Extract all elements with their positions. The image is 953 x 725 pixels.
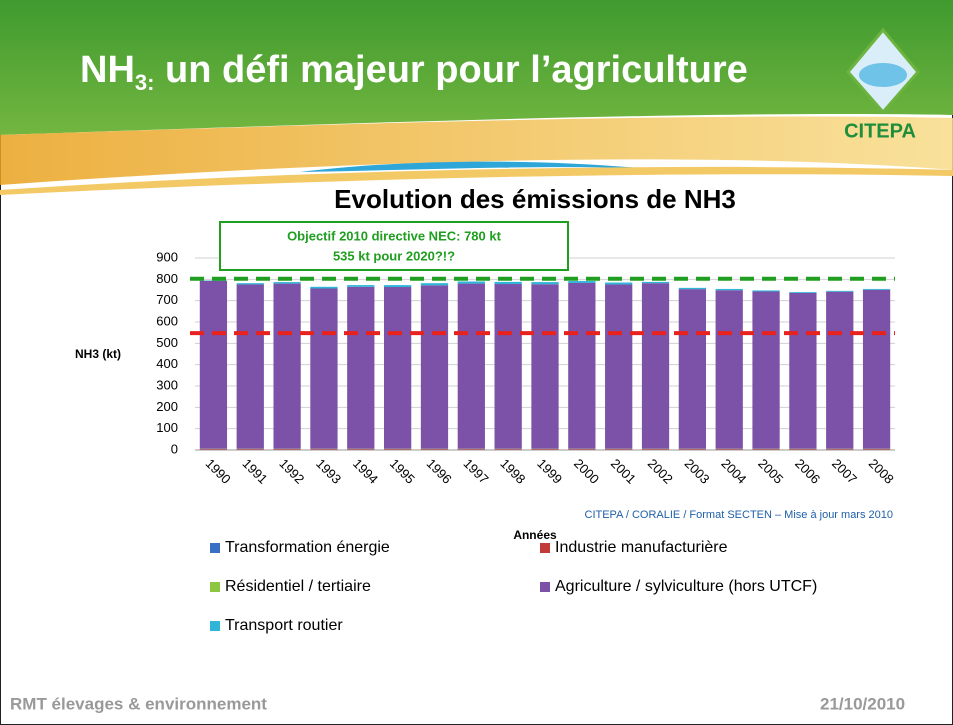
bar-segment [236, 283, 264, 285]
bar-segment [347, 448, 375, 450]
bar-segment [826, 291, 854, 449]
bar-segment [494, 281, 522, 285]
annotation-text: 535 kt pour 2020?!? [333, 248, 455, 263]
legend-swatch [540, 543, 550, 553]
bar-segment [752, 448, 780, 450]
bar-segment [273, 282, 301, 284]
y-tick-label: 200 [156, 399, 178, 414]
bar-segment [310, 288, 338, 449]
bar-segment [641, 283, 670, 449]
header-band [0, 0, 953, 135]
bar-segment [420, 448, 449, 450]
bar-segment [678, 448, 706, 450]
bar-segment [531, 284, 559, 449]
y-axis-label: NH3 (kt) [75, 347, 121, 361]
source-note: CITEPA / CORALIE / Format SECTEN – Mise … [585, 509, 894, 521]
bar-segment [826, 290, 854, 292]
title-part: NH [80, 49, 135, 91]
bar-segment [384, 287, 412, 449]
bar-segment [531, 282, 559, 285]
chart-title: Evolution des émissions de NH3 [334, 184, 736, 214]
y-tick-label: 900 [156, 249, 178, 264]
bar-segment [310, 286, 338, 289]
bar-segment [494, 448, 522, 450]
bar-segment [310, 448, 338, 450]
y-tick-label: 500 [156, 335, 178, 350]
y-tick-label: 100 [156, 420, 178, 435]
bar-segment [789, 292, 817, 293]
footer-left: RMT élevages & environnement [10, 694, 267, 713]
bar-segment [568, 282, 596, 449]
bar-segment [236, 284, 264, 449]
bar-segment [789, 448, 817, 450]
bar-segment [605, 282, 633, 285]
legend-label: Agriculture / sylviculture (hors UTCF) [555, 578, 817, 595]
bar-segment [531, 448, 559, 450]
bar-segment [826, 448, 854, 450]
bar-segment [715, 290, 743, 449]
bar-segment [568, 281, 596, 283]
bar-segment [457, 283, 485, 449]
bar-segment [457, 448, 485, 450]
legend-label: Transport routier [225, 617, 343, 634]
bar-segment [641, 448, 670, 450]
legend-label: Industrie manufacturière [555, 539, 728, 556]
footer-date: 21/10/2010 [820, 694, 905, 713]
bar-segment [273, 448, 301, 450]
y-tick-label: 800 [156, 271, 178, 286]
bar-segment [420, 285, 449, 449]
x-axis-label: Années [513, 528, 557, 542]
bar-segment [347, 285, 375, 287]
bar-segment [457, 281, 485, 284]
legend-label: Transformation énergie [225, 539, 390, 556]
bar-segment [862, 288, 891, 290]
legend-swatch [540, 582, 550, 592]
bar-segment [420, 283, 449, 286]
legend-swatch [210, 621, 220, 631]
logo-globe [859, 63, 907, 87]
swoosh-blue [300, 161, 640, 172]
bar-segment [752, 290, 780, 292]
title-sub: 3: [135, 70, 155, 95]
bar-segment [384, 285, 412, 288]
y-tick-label: 400 [156, 356, 178, 371]
bar-segment [862, 289, 891, 449]
legend-swatch [210, 582, 220, 592]
y-tick-label: 600 [156, 313, 178, 328]
bar-segment [347, 286, 375, 449]
y-tick-label: 300 [156, 377, 178, 392]
bar-segment [199, 280, 228, 449]
legend-swatch [210, 543, 220, 553]
y-tick-label: 0 [171, 441, 178, 456]
y-tick-label: 700 [156, 292, 178, 307]
bar-segment [752, 291, 780, 449]
bar-segment [789, 292, 817, 449]
bar-segment [236, 448, 264, 450]
swoosh-orange [0, 116, 953, 185]
swoosh-line [0, 166, 953, 195]
bar-segment [605, 448, 633, 450]
bar-segment [568, 448, 596, 450]
bar-segment [862, 448, 891, 450]
bar-segment [494, 284, 522, 449]
legend-label: Résidentiel / tertiaire [225, 578, 371, 595]
bar-segment [384, 448, 412, 450]
slide-title: NH3: un défi majeur pour l’agriculture [80, 49, 748, 95]
annotation-box [219, 221, 569, 271]
bar-segment [641, 281, 670, 284]
bar-segment [678, 289, 706, 449]
bar-segment [678, 287, 706, 290]
annotation-text: Objectif 2010 directive NEC: 780 kt [287, 228, 502, 243]
bar-segment [273, 283, 301, 449]
bar-segment [199, 448, 228, 450]
title-part: un défi majeur pour l’agriculture [154, 49, 747, 91]
bar-segment [715, 288, 743, 291]
logo-text: CITEPA [844, 120, 916, 142]
bar-segment [605, 284, 633, 449]
bar-segment [715, 448, 743, 450]
